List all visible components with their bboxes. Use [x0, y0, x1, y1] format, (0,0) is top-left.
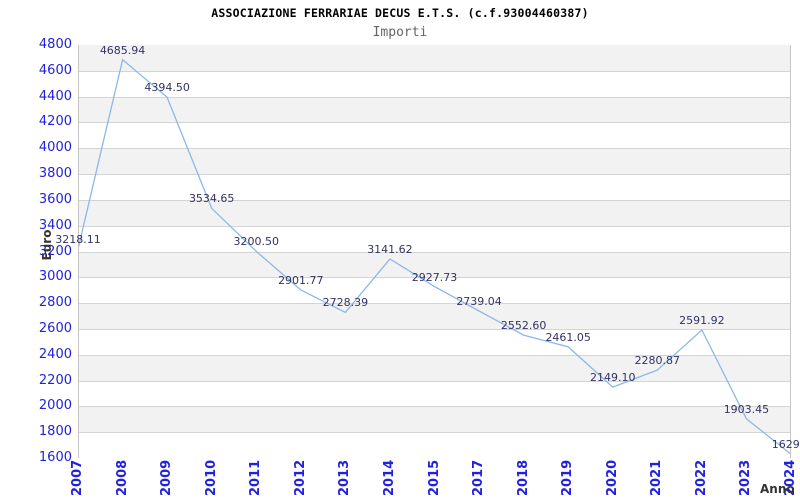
- plot-band: [79, 45, 790, 71]
- x-tick-label: 2018: [515, 459, 531, 496]
- data-point-label: 2552.60: [500, 319, 547, 333]
- gridline: [79, 277, 790, 279]
- y-tick-label: 3400: [38, 217, 72, 233]
- x-tick-label: 2023: [738, 459, 754, 496]
- y-tick-label: 3600: [38, 191, 72, 207]
- x-tick-label: 2013: [337, 459, 353, 496]
- y-axis-title: Euro: [40, 229, 54, 261]
- data-point-label: 4685.94: [99, 43, 146, 57]
- plot-band: [79, 277, 790, 304]
- series-line-svg: [79, 58, 790, 455]
- gridline: [79, 70, 790, 72]
- y-tick-label: 2800: [38, 295, 72, 311]
- plot-band: [79, 70, 790, 97]
- y-tick-label: 2200: [38, 372, 72, 388]
- x-tick-label: 2009: [159, 459, 175, 496]
- plot-band: [79, 328, 790, 355]
- data-point-label: 3218.11: [55, 233, 101, 247]
- gridline: [79, 406, 790, 408]
- gridline: [79, 225, 790, 227]
- plot-band: [79, 96, 790, 123]
- gridline: [79, 148, 790, 150]
- gridline: [79, 303, 790, 305]
- data-point-label: 4394.50: [144, 81, 190, 95]
- x-tick-label: 2020: [604, 459, 620, 496]
- y-tick-label: 3800: [38, 166, 72, 182]
- x-tick-label: 2008: [114, 459, 130, 496]
- x-tick-label: 2010: [203, 459, 219, 496]
- data-point-label: 2461.05: [545, 330, 591, 344]
- data-point-label: 2149.10: [590, 371, 636, 385]
- y-tick-label: 1600: [38, 450, 72, 465]
- plot-band: [79, 122, 790, 149]
- y-tick-label: 2400: [38, 346, 72, 362]
- gridline: [79, 174, 790, 176]
- plot-band: [79, 225, 790, 252]
- chart-title: ASSOCIAZIONE FERRARIAE DECUS E.T.S. (c.f…: [211, 6, 589, 20]
- gridline: [79, 328, 790, 330]
- y-tick-label: 4800: [38, 37, 72, 52]
- y-tick-label: 4200: [38, 114, 72, 130]
- y-tick-label: 3200: [38, 243, 72, 259]
- x-tick-label: 2019: [560, 459, 576, 496]
- y-tick-label: 1800: [38, 424, 72, 440]
- plot-band: [79, 303, 790, 329]
- data-point-label: 2728.39: [322, 296, 369, 310]
- plot-band: [79, 174, 790, 200]
- data-point-label: 2280.87: [634, 354, 681, 368]
- y-tick-label: 3000: [38, 269, 72, 285]
- plot-band: [79, 432, 790, 458]
- x-tick-label: 2022: [693, 459, 709, 496]
- x-tick-label: 2014: [381, 459, 397, 496]
- gridline: [79, 199, 790, 201]
- gridline: [79, 432, 790, 434]
- y-tick-label: 4000: [38, 140, 72, 156]
- data-point-label: 1903.45: [723, 402, 770, 416]
- x-tick-label: 2012: [292, 459, 308, 496]
- plot-band: [79, 406, 790, 433]
- y-tick-label: 2600: [38, 320, 72, 336]
- plot-band: [79, 251, 790, 278]
- plot-band: [79, 148, 790, 175]
- gridline: [79, 354, 790, 356]
- x-tick-label: 2007: [70, 459, 85, 496]
- data-point-label: 2591.92: [679, 313, 725, 327]
- y-tick-label: 4600: [38, 62, 72, 78]
- data-point-label: 2901.77: [278, 273, 324, 287]
- data-point-label: 2739.04: [456, 294, 502, 308]
- gridline: [79, 96, 790, 98]
- data-point-label: 3200.50: [233, 235, 280, 249]
- data-point-label: 2927.73: [411, 270, 458, 284]
- data-point-label: 1629.4: [771, 438, 800, 452]
- gridline: [79, 251, 790, 253]
- plot-band: [79, 199, 790, 226]
- chart-subtitle: Importi: [372, 25, 428, 40]
- y-tick-label: 4400: [38, 88, 72, 104]
- x-tick-label: 2015: [426, 459, 442, 496]
- plot-band: [79, 354, 790, 381]
- plot-band: [79, 380, 790, 407]
- gridline: [79, 380, 790, 382]
- series-line: [79, 58, 790, 455]
- data-point-label: 3141.62: [367, 243, 413, 257]
- x-tick-label: 2011: [248, 459, 264, 496]
- y-tick-label: 2000: [38, 398, 72, 414]
- plot-area: [78, 45, 791, 458]
- x-tick-label: 2017: [471, 459, 487, 496]
- x-tick-label: 2021: [649, 459, 665, 496]
- data-point-label: 3534.65: [188, 192, 235, 206]
- gridline: [79, 122, 790, 124]
- x-axis-title: Anno: [760, 482, 795, 496]
